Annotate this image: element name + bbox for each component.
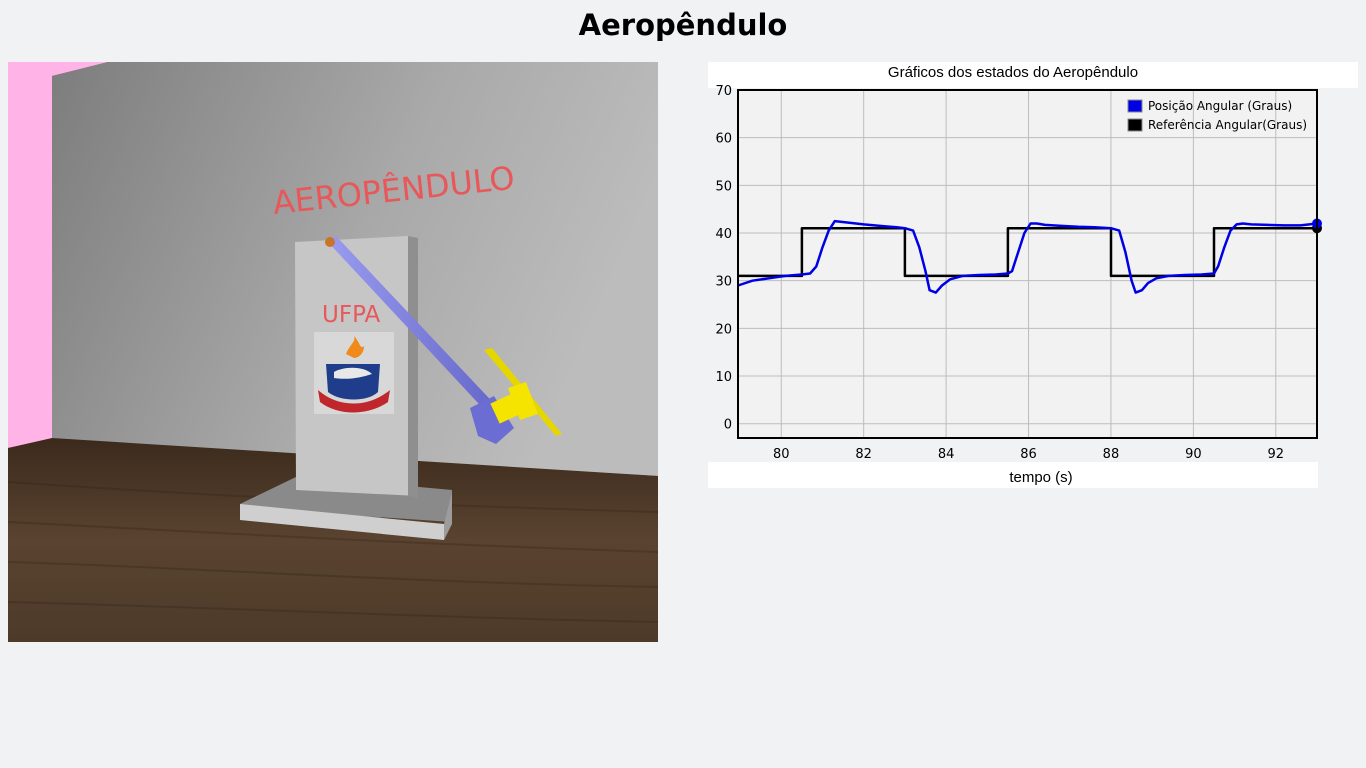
legend-swatch xyxy=(1127,99,1143,113)
y-tick-label: 0 xyxy=(724,418,732,433)
x-tick-label: 86 xyxy=(1020,447,1037,462)
y-tick-label: 20 xyxy=(715,322,732,337)
chart-title: Gráficos dos estados do Aeropêndulo xyxy=(888,64,1138,81)
states-chart[interactable]: Gráficos dos estados do Aeropêndulo 80 82… xyxy=(708,62,1358,492)
plot-frame xyxy=(737,89,1318,439)
series-referencia-angular-line xyxy=(738,226,1317,278)
x-tick-label: 92 xyxy=(1268,447,1285,462)
y-tick-label: 50 xyxy=(715,179,732,194)
y-tick-label: 30 xyxy=(715,275,732,290)
chart-legend: Posição Angular (Graus) Referência Angula… xyxy=(1127,99,1307,132)
stand-base-side xyxy=(444,492,452,540)
tick-labels: 80 82 84 86 88 90 92 0 10 20 30 40 50 60 70 xyxy=(715,84,1284,462)
xlabel-bg xyxy=(708,462,1318,488)
legend-label: Posição Angular (Graus) xyxy=(1148,99,1292,113)
stand-panel-side xyxy=(408,236,418,498)
chart-title-bg xyxy=(708,62,1358,88)
wooden-floor xyxy=(8,438,658,642)
pendulum-arm xyxy=(326,236,502,418)
y-tick-label: 10 xyxy=(715,370,732,385)
legend-swatch xyxy=(1127,118,1143,132)
x-tick-label: 82 xyxy=(855,447,872,462)
left-wall xyxy=(8,62,108,448)
ufpa-seal-logo xyxy=(314,332,394,414)
x-axis-label: tempo (s) xyxy=(1009,469,1072,486)
x-tick-label: 80 xyxy=(773,447,790,462)
y-tick-label: 40 xyxy=(715,227,732,242)
x-tick-label: 84 xyxy=(938,447,955,462)
panel-logo-text: UFPA xyxy=(322,302,380,328)
plot-area xyxy=(738,90,1317,438)
3d-scene-canvas[interactable]: AEROPÊNDULO UFPA xyxy=(8,62,658,642)
y-tick-label: 60 xyxy=(715,132,732,147)
stand-base-front xyxy=(240,504,444,540)
legend-label: Referência Angular(Graus) xyxy=(1148,118,1307,132)
series-posicao-angular-line xyxy=(737,219,1318,294)
x-tick-label: 88 xyxy=(1103,447,1120,462)
propeller-hub xyxy=(490,394,520,424)
pivot-joint xyxy=(325,237,335,247)
page-title: Aeropêndulo xyxy=(578,8,788,42)
propeller-blade-2 xyxy=(508,382,538,420)
x-tick-label: 90 xyxy=(1185,447,1202,462)
y-tick-label: 70 xyxy=(715,84,732,99)
motor-housing xyxy=(470,396,514,444)
